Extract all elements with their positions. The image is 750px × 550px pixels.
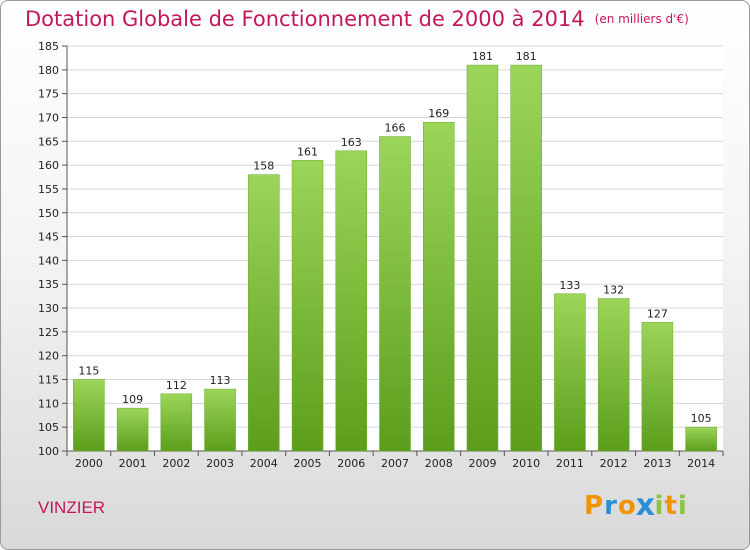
y-tick-label: 105 xyxy=(38,421,59,434)
x-tick-label-2010: 2010 xyxy=(512,457,540,470)
x-tick-label-2012: 2012 xyxy=(600,457,628,470)
y-tick-label: 165 xyxy=(38,135,59,148)
value-label-2006: 163 xyxy=(341,136,362,149)
x-tick-label-2003: 2003 xyxy=(206,457,234,470)
y-tick-label: 100 xyxy=(38,445,59,458)
value-label-2000: 115 xyxy=(78,365,99,378)
value-label-2011: 133 xyxy=(559,279,580,292)
x-tick-label-2006: 2006 xyxy=(337,457,365,470)
bar-2011 xyxy=(554,293,586,452)
bar-2014 xyxy=(685,426,717,452)
axes: 100 105 110 115 120 125 130 135 140 145 150 155 160 1… xyxy=(38,40,724,470)
y-tick-label: 150 xyxy=(38,207,59,220)
value-label-2007: 166 xyxy=(385,122,406,135)
logo-letter: i xyxy=(654,491,665,521)
value-label-2001: 109 xyxy=(122,393,143,406)
x-tick-label-2009: 2009 xyxy=(468,457,496,470)
bar-2000 xyxy=(73,379,105,452)
bar-2007 xyxy=(379,136,411,452)
bar-2008 xyxy=(422,121,455,452)
y-tick-label: 155 xyxy=(38,183,59,196)
y-tick-label: 110 xyxy=(38,397,59,410)
x-tick-label-2004: 2004 xyxy=(250,457,278,470)
x-tick-label-2013: 2013 xyxy=(643,457,671,470)
commune-name: VINZIER xyxy=(38,498,106,517)
bar-2013 xyxy=(641,322,674,452)
value-label-2013: 127 xyxy=(647,307,668,320)
y-tick-label: 120 xyxy=(38,350,59,363)
value-label-2005: 161 xyxy=(297,145,318,158)
x-tick-label-2008: 2008 xyxy=(425,457,453,470)
chart-subtitle: (en milliers d'€) xyxy=(594,12,689,26)
value-label-2002: 112 xyxy=(166,379,187,392)
x-tick-label-2002: 2002 xyxy=(162,457,190,470)
logo-letter: P xyxy=(584,491,605,521)
value-label-2012: 132 xyxy=(603,284,624,297)
bar-2012 xyxy=(597,298,630,452)
value-label-2014: 105 xyxy=(691,412,712,425)
y-tick-label: 125 xyxy=(38,326,59,339)
bar-2003 xyxy=(204,388,236,452)
value-label-2010: 181 xyxy=(516,50,537,63)
y-tick-label: 170 xyxy=(38,111,59,124)
y-tick-label: 135 xyxy=(38,278,59,291)
y-tick-label: 115 xyxy=(38,374,59,387)
y-tick-label: 175 xyxy=(38,88,59,101)
bar-2004 xyxy=(248,174,280,452)
x-tick-label-2001: 2001 xyxy=(119,457,147,470)
chart-title: Dotation Globale de Fonctionnement de 20… xyxy=(25,7,689,31)
x-tick-label-2007: 2007 xyxy=(381,457,409,470)
bar-2005 xyxy=(291,160,324,452)
value-label-2004: 158 xyxy=(253,160,274,173)
value-label-2003: 113 xyxy=(210,374,231,387)
bar-2006 xyxy=(335,150,368,452)
logo-letter: x xyxy=(635,488,656,524)
bars xyxy=(73,64,717,452)
y-tick-label: 160 xyxy=(38,159,59,172)
bar-2001 xyxy=(116,407,149,452)
x-tick-label-2000: 2000 xyxy=(75,457,103,470)
value-label-2009: 181 xyxy=(472,50,493,63)
chart-title-text: Dotation Globale de Fonctionnement de 20… xyxy=(25,7,585,31)
bar-2009 xyxy=(466,64,499,452)
value-label-2008: 169 xyxy=(428,107,449,120)
logo-letter: i xyxy=(677,491,688,521)
y-tick-label: 145 xyxy=(38,231,59,244)
x-tick-label-2005: 2005 xyxy=(294,457,322,470)
y-tick-label: 130 xyxy=(38,302,59,315)
logo-letter: o xyxy=(617,491,637,521)
y-tick-label: 180 xyxy=(38,64,59,77)
data-labels: 115 109 112 113 158 161 163 166 169 181 181 133 132 1… xyxy=(78,50,711,425)
bar-2010 xyxy=(510,64,542,452)
proxiti-logo: Proxiti xyxy=(584,488,688,524)
logo-letter: t xyxy=(664,491,678,521)
bar-2002 xyxy=(160,393,193,452)
y-tick-label: 140 xyxy=(38,254,59,267)
x-tick-label-2014: 2014 xyxy=(687,457,715,470)
logo-letter: r xyxy=(604,491,618,521)
y-tick-label: 185 xyxy=(38,40,59,53)
x-tick-label-2011: 2011 xyxy=(556,457,584,470)
